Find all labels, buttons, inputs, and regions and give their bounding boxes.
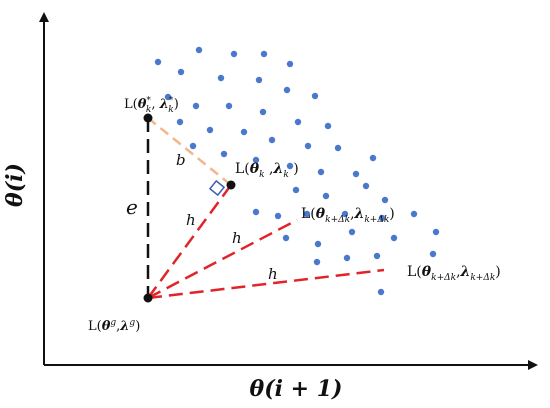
- scatter-dot: [311, 92, 319, 100]
- point-global-label: L(θg,λg): [88, 318, 140, 334]
- scatter-dot: [362, 182, 370, 190]
- scatter-dot: [322, 192, 330, 200]
- scatter-dot: [192, 102, 200, 110]
- scatter-dot: [369, 154, 377, 162]
- h-line-inner: [147, 218, 298, 300]
- scatter-dot: [260, 50, 268, 58]
- scatter-dot: [230, 50, 238, 58]
- scatter-dot: [164, 93, 172, 101]
- scatter-dot: [177, 68, 185, 76]
- point-star-label: L(θ* k, λ* k): [124, 96, 179, 115]
- x-axis-label: θ(i + 1): [250, 376, 343, 402]
- h-line-current: [146, 184, 233, 299]
- scatter-dot: [274, 212, 282, 220]
- scatter-dot: [378, 214, 386, 222]
- b-label: b: [176, 151, 186, 169]
- scatter-dot: [294, 118, 302, 126]
- b-dashed-line: [147, 117, 232, 186]
- point-next-outer-label: L(θk+Δk,λk+Δk): [407, 264, 501, 283]
- scatter-dot: [303, 210, 311, 218]
- scatter-dot: [255, 76, 263, 84]
- scatter-dot: [286, 60, 294, 68]
- h-label-outer: h: [268, 265, 278, 283]
- point-current-marker: [226, 180, 236, 190]
- scatter-dot: [381, 196, 389, 204]
- e-label: e: [126, 195, 138, 219]
- scatter-dot: [252, 208, 260, 216]
- scatter-dot: [429, 250, 437, 258]
- scatter-dot: [343, 254, 351, 262]
- scatter-dot: [377, 288, 385, 296]
- scatter-dot: [195, 46, 203, 54]
- y-axis-label: θ(i): [2, 163, 28, 207]
- scatter-dot: [240, 128, 248, 136]
- scatter-dot: [292, 186, 300, 194]
- right-angle-marker: [208, 179, 226, 197]
- h-label-inner: h: [232, 229, 242, 247]
- scatter-dot: [283, 86, 291, 94]
- scatter-dot: [176, 118, 184, 126]
- scatter-dot: [304, 142, 312, 150]
- scatter-dot: [268, 136, 276, 144]
- scatter-dot: [206, 126, 214, 134]
- point-star-marker: [143, 113, 153, 123]
- scatter-dot: [259, 108, 267, 116]
- scatter-dot: [282, 234, 290, 242]
- scatter-dot: [317, 168, 325, 176]
- scatter-dot: [189, 142, 197, 150]
- scatter-dot: [313, 258, 321, 266]
- scatter-dot: [324, 122, 332, 130]
- scatter-dot: [410, 210, 418, 218]
- scatter-dot: [314, 240, 322, 248]
- scatter-dot: [390, 234, 398, 242]
- scatter-dot: [220, 150, 228, 158]
- point-next-inner-label: L(θk+Δk,λk+Δk): [301, 206, 395, 225]
- scatter-dot: [341, 210, 349, 218]
- h-line-outer: [147, 268, 385, 300]
- scatter-dots: [154, 46, 440, 296]
- scatter-dot: [334, 144, 342, 152]
- point-global-marker: [143, 293, 153, 303]
- scatter-dot: [154, 58, 162, 66]
- scatter-dot: [252, 156, 260, 164]
- scatter-dot: [432, 228, 440, 236]
- scatter-dot: [373, 252, 381, 260]
- scatter-dot: [286, 162, 294, 170]
- scatter-dot: [352, 170, 360, 178]
- scatter-dot: [225, 102, 233, 110]
- scatter-dot: [217, 74, 225, 82]
- point-current-label: L(θk ,λk ): [235, 161, 299, 180]
- scatter-dot: [348, 228, 356, 236]
- h-label-current: h: [186, 211, 196, 229]
